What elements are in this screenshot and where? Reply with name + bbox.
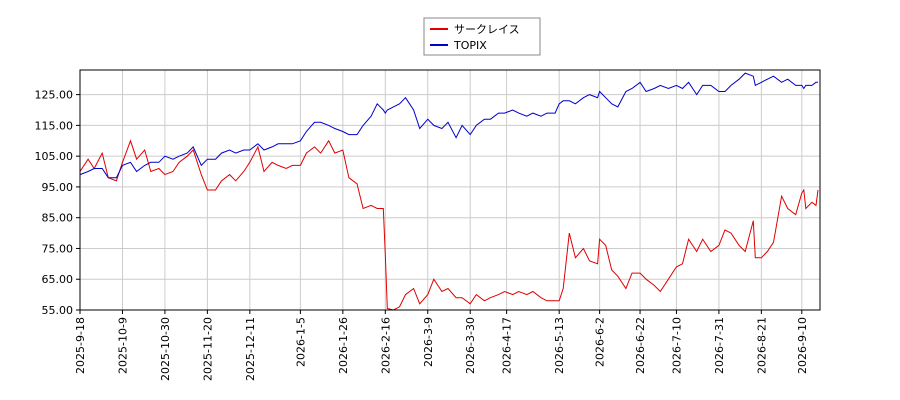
x-tick-label: 2026-7-31 xyxy=(713,317,726,374)
plot-frame xyxy=(79,69,821,311)
x-tick-label: 2026-9-10 xyxy=(796,317,809,374)
x-tick-label: 2026-6-2 xyxy=(594,317,607,367)
x-tick-label: 2026-7-10 xyxy=(670,317,683,374)
x-tick-label: 2026-5-13 xyxy=(553,317,566,374)
legend-label: サークレイス xyxy=(454,23,520,36)
x-tick-label: 2026-3-9 xyxy=(422,317,435,367)
legend-label: TOPIX xyxy=(453,39,487,52)
y-tick-label: 115.00 xyxy=(35,119,74,132)
x-tick-label: 2025-10-9 xyxy=(116,317,129,374)
x-tick-label: 2025-9-18 xyxy=(74,317,87,374)
y-tick-label: 85.00 xyxy=(42,212,74,225)
y-tick-label: 65.00 xyxy=(42,273,74,286)
x-tick-label: 2025-12-11 xyxy=(244,317,257,381)
y-tick-label: 105.00 xyxy=(35,150,74,163)
line-series xyxy=(79,139,819,311)
x-tick-label: 2026-1-5 xyxy=(294,317,307,367)
line-series xyxy=(79,72,818,179)
x-tick-label: 2026-4-17 xyxy=(501,317,514,374)
x-tick-label: 2026-8-21 xyxy=(755,317,768,374)
legend-box xyxy=(423,17,541,56)
x-tick-label: 2026-6-22 xyxy=(634,317,647,374)
x-tick-label: 2025-10-30 xyxy=(159,317,172,381)
y-tick-label: 55.00 xyxy=(42,304,74,317)
x-tick-label: 2026-1-26 xyxy=(337,317,350,374)
x-tick-label: 2026-3-30 xyxy=(464,317,477,374)
plot-area xyxy=(80,70,820,310)
x-tick-label: 2025-11-20 xyxy=(201,317,214,381)
y-tick-label: 95.00 xyxy=(42,181,74,194)
y-tick-label: 125.00 xyxy=(35,89,74,102)
y-tick-label: 75.00 xyxy=(42,242,74,255)
x-tick-label: 2026-2-16 xyxy=(379,317,392,374)
